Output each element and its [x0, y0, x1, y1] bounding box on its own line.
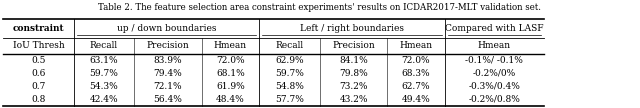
Text: 56.4%: 56.4% [154, 95, 182, 104]
Text: constraint: constraint [13, 24, 64, 33]
Text: Left / right boundaries: Left / right boundaries [300, 24, 404, 33]
Text: Recall: Recall [276, 41, 303, 50]
Text: 72.1%: 72.1% [154, 82, 182, 91]
Text: 61.9%: 61.9% [216, 82, 244, 91]
Text: -0.3%/0.4%: -0.3%/0.4% [468, 82, 520, 91]
Text: 68.3%: 68.3% [402, 69, 430, 78]
Text: 68.1%: 68.1% [216, 69, 244, 78]
Text: up / down boundaries: up / down boundaries [116, 24, 216, 33]
Text: Precision: Precision [332, 41, 375, 50]
Text: -0.2%/0.8%: -0.2%/0.8% [468, 95, 520, 104]
Text: Precision: Precision [147, 41, 189, 50]
Text: 59.7%: 59.7% [90, 69, 118, 78]
Text: 48.4%: 48.4% [216, 95, 244, 104]
Text: Compared with LASF: Compared with LASF [445, 24, 544, 33]
Text: 0.5: 0.5 [31, 56, 45, 65]
Text: Recall: Recall [90, 41, 118, 50]
Text: 59.7%: 59.7% [275, 69, 304, 78]
Text: Hmean: Hmean [399, 41, 433, 50]
Text: 79.8%: 79.8% [339, 69, 368, 78]
Text: Hmean: Hmean [214, 41, 247, 50]
Text: 79.4%: 79.4% [154, 69, 182, 78]
Text: 62.7%: 62.7% [402, 82, 430, 91]
Text: 72.0%: 72.0% [402, 56, 430, 65]
Text: Table 2. The feature selection area constraint experiments' results on ICDAR2017: Table 2. The feature selection area cons… [99, 3, 541, 12]
Text: 54.3%: 54.3% [90, 82, 118, 91]
Text: 0.6: 0.6 [31, 69, 45, 78]
Text: 42.4%: 42.4% [90, 95, 118, 104]
Text: -0.1%/ -0.1%: -0.1%/ -0.1% [465, 56, 524, 65]
Text: 62.9%: 62.9% [275, 56, 304, 65]
Text: 49.4%: 49.4% [402, 95, 430, 104]
Text: 84.1%: 84.1% [339, 56, 368, 65]
Text: Hmean: Hmean [478, 41, 511, 50]
Text: 83.9%: 83.9% [154, 56, 182, 65]
Text: 57.7%: 57.7% [275, 95, 304, 104]
Text: 72.0%: 72.0% [216, 56, 244, 65]
Text: -0.2%/0%: -0.2%/0% [473, 69, 516, 78]
Text: IoU Thresh: IoU Thresh [13, 41, 64, 50]
Text: 0.7: 0.7 [31, 82, 45, 91]
Text: 43.2%: 43.2% [339, 95, 368, 104]
Text: 63.1%: 63.1% [90, 56, 118, 65]
Text: 0.8: 0.8 [31, 95, 45, 104]
Text: 54.8%: 54.8% [275, 82, 304, 91]
Text: 73.2%: 73.2% [339, 82, 368, 91]
